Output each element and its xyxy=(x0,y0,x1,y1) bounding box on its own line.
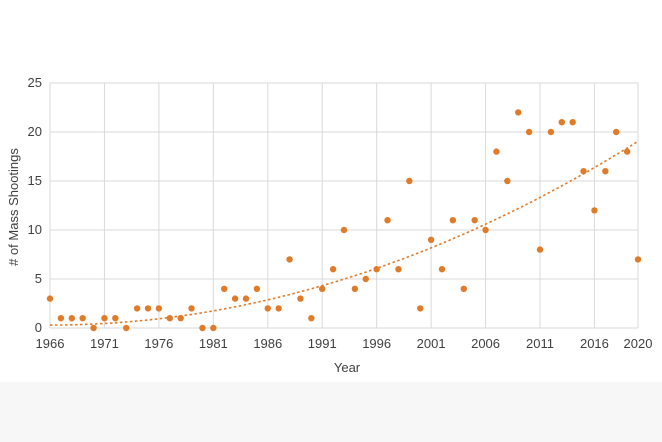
data-point xyxy=(384,217,391,224)
data-point xyxy=(504,177,511,185)
data-point xyxy=(155,305,163,312)
data-point xyxy=(231,295,239,302)
data-point xyxy=(123,324,130,332)
data-point xyxy=(264,305,271,312)
data-point xyxy=(286,256,293,263)
data-point xyxy=(319,285,326,292)
data-point xyxy=(602,168,609,175)
data-point xyxy=(525,128,533,136)
y-tick-label: 15 xyxy=(28,173,42,188)
y-tick-label: 20 xyxy=(28,124,42,139)
x-tick-label: 1966 xyxy=(36,336,65,351)
data-point xyxy=(199,324,206,332)
data-point xyxy=(221,285,228,292)
x-tick-label: 1976 xyxy=(144,336,173,351)
y-tick-label: 0 xyxy=(35,320,42,335)
y-axis-ticks: 0 5 10 15 20 25 xyxy=(28,75,42,335)
data-point xyxy=(580,168,587,175)
y-tick-label: 25 xyxy=(28,75,42,90)
data-point xyxy=(634,256,642,263)
x-axis-ticks: 1966 1971 1976 1981 1986 1991 1996 2001 2006 2011… xyxy=(36,336,653,351)
data-point xyxy=(144,305,152,312)
data-point xyxy=(242,295,250,302)
data-point xyxy=(177,315,184,322)
data-point xyxy=(329,266,337,273)
data-point xyxy=(57,315,65,322)
data-point xyxy=(362,275,369,283)
y-tick-label: 5 xyxy=(35,271,42,286)
data-point xyxy=(210,324,217,332)
data-point xyxy=(427,236,435,243)
data-point xyxy=(569,119,576,126)
data-point xyxy=(493,148,500,155)
data-point xyxy=(438,266,446,273)
data-point xyxy=(536,246,544,253)
x-tick-label: 1996 xyxy=(362,336,391,351)
data-point xyxy=(591,207,598,214)
x-tick-label: 2016 xyxy=(580,336,609,351)
data-point xyxy=(188,305,195,312)
data-point xyxy=(133,305,141,312)
data-point xyxy=(515,109,522,116)
data-point xyxy=(406,177,413,185)
y-axis-title: # of Mass Shootings xyxy=(6,148,21,266)
data-point xyxy=(308,315,315,322)
data-point xyxy=(417,305,424,312)
data-points xyxy=(46,109,642,332)
x-tick-label: 2006 xyxy=(471,336,500,351)
data-point xyxy=(558,119,565,126)
x-tick-label: 1971 xyxy=(90,336,119,351)
data-point xyxy=(449,217,457,224)
data-point xyxy=(373,266,380,273)
page-footer-band xyxy=(0,382,662,442)
data-point xyxy=(471,217,478,224)
data-point xyxy=(351,285,359,292)
x-tick-label: 1981 xyxy=(199,336,228,351)
data-point xyxy=(101,315,108,322)
trend-line xyxy=(49,140,639,326)
y-tick-label: 10 xyxy=(28,222,42,237)
data-point xyxy=(482,226,489,234)
data-point xyxy=(547,128,555,136)
x-tick-label: 2011 xyxy=(526,336,554,351)
data-point xyxy=(68,315,75,322)
data-point xyxy=(166,315,173,322)
data-point xyxy=(297,295,304,302)
data-point xyxy=(90,324,97,332)
data-point xyxy=(623,148,631,155)
data-point xyxy=(613,128,620,136)
data-point xyxy=(253,285,261,292)
x-tick-label: 1991 xyxy=(308,336,337,351)
data-point xyxy=(79,315,86,322)
data-point xyxy=(460,285,467,292)
scatter-chart: 1966 1971 1976 1981 1986 1991 1996 2001 2006 2011… xyxy=(6,75,653,375)
x-tick-label: 2001 xyxy=(417,336,446,351)
data-point xyxy=(340,226,348,234)
x-axis-title: Year xyxy=(334,360,361,375)
x-tick-label: 1986 xyxy=(253,336,282,351)
x-tick-label: 2020 xyxy=(624,336,653,351)
data-point xyxy=(275,305,282,312)
data-point xyxy=(46,295,54,302)
data-point xyxy=(112,315,119,322)
grid-lines xyxy=(49,82,639,329)
data-point xyxy=(395,266,402,273)
